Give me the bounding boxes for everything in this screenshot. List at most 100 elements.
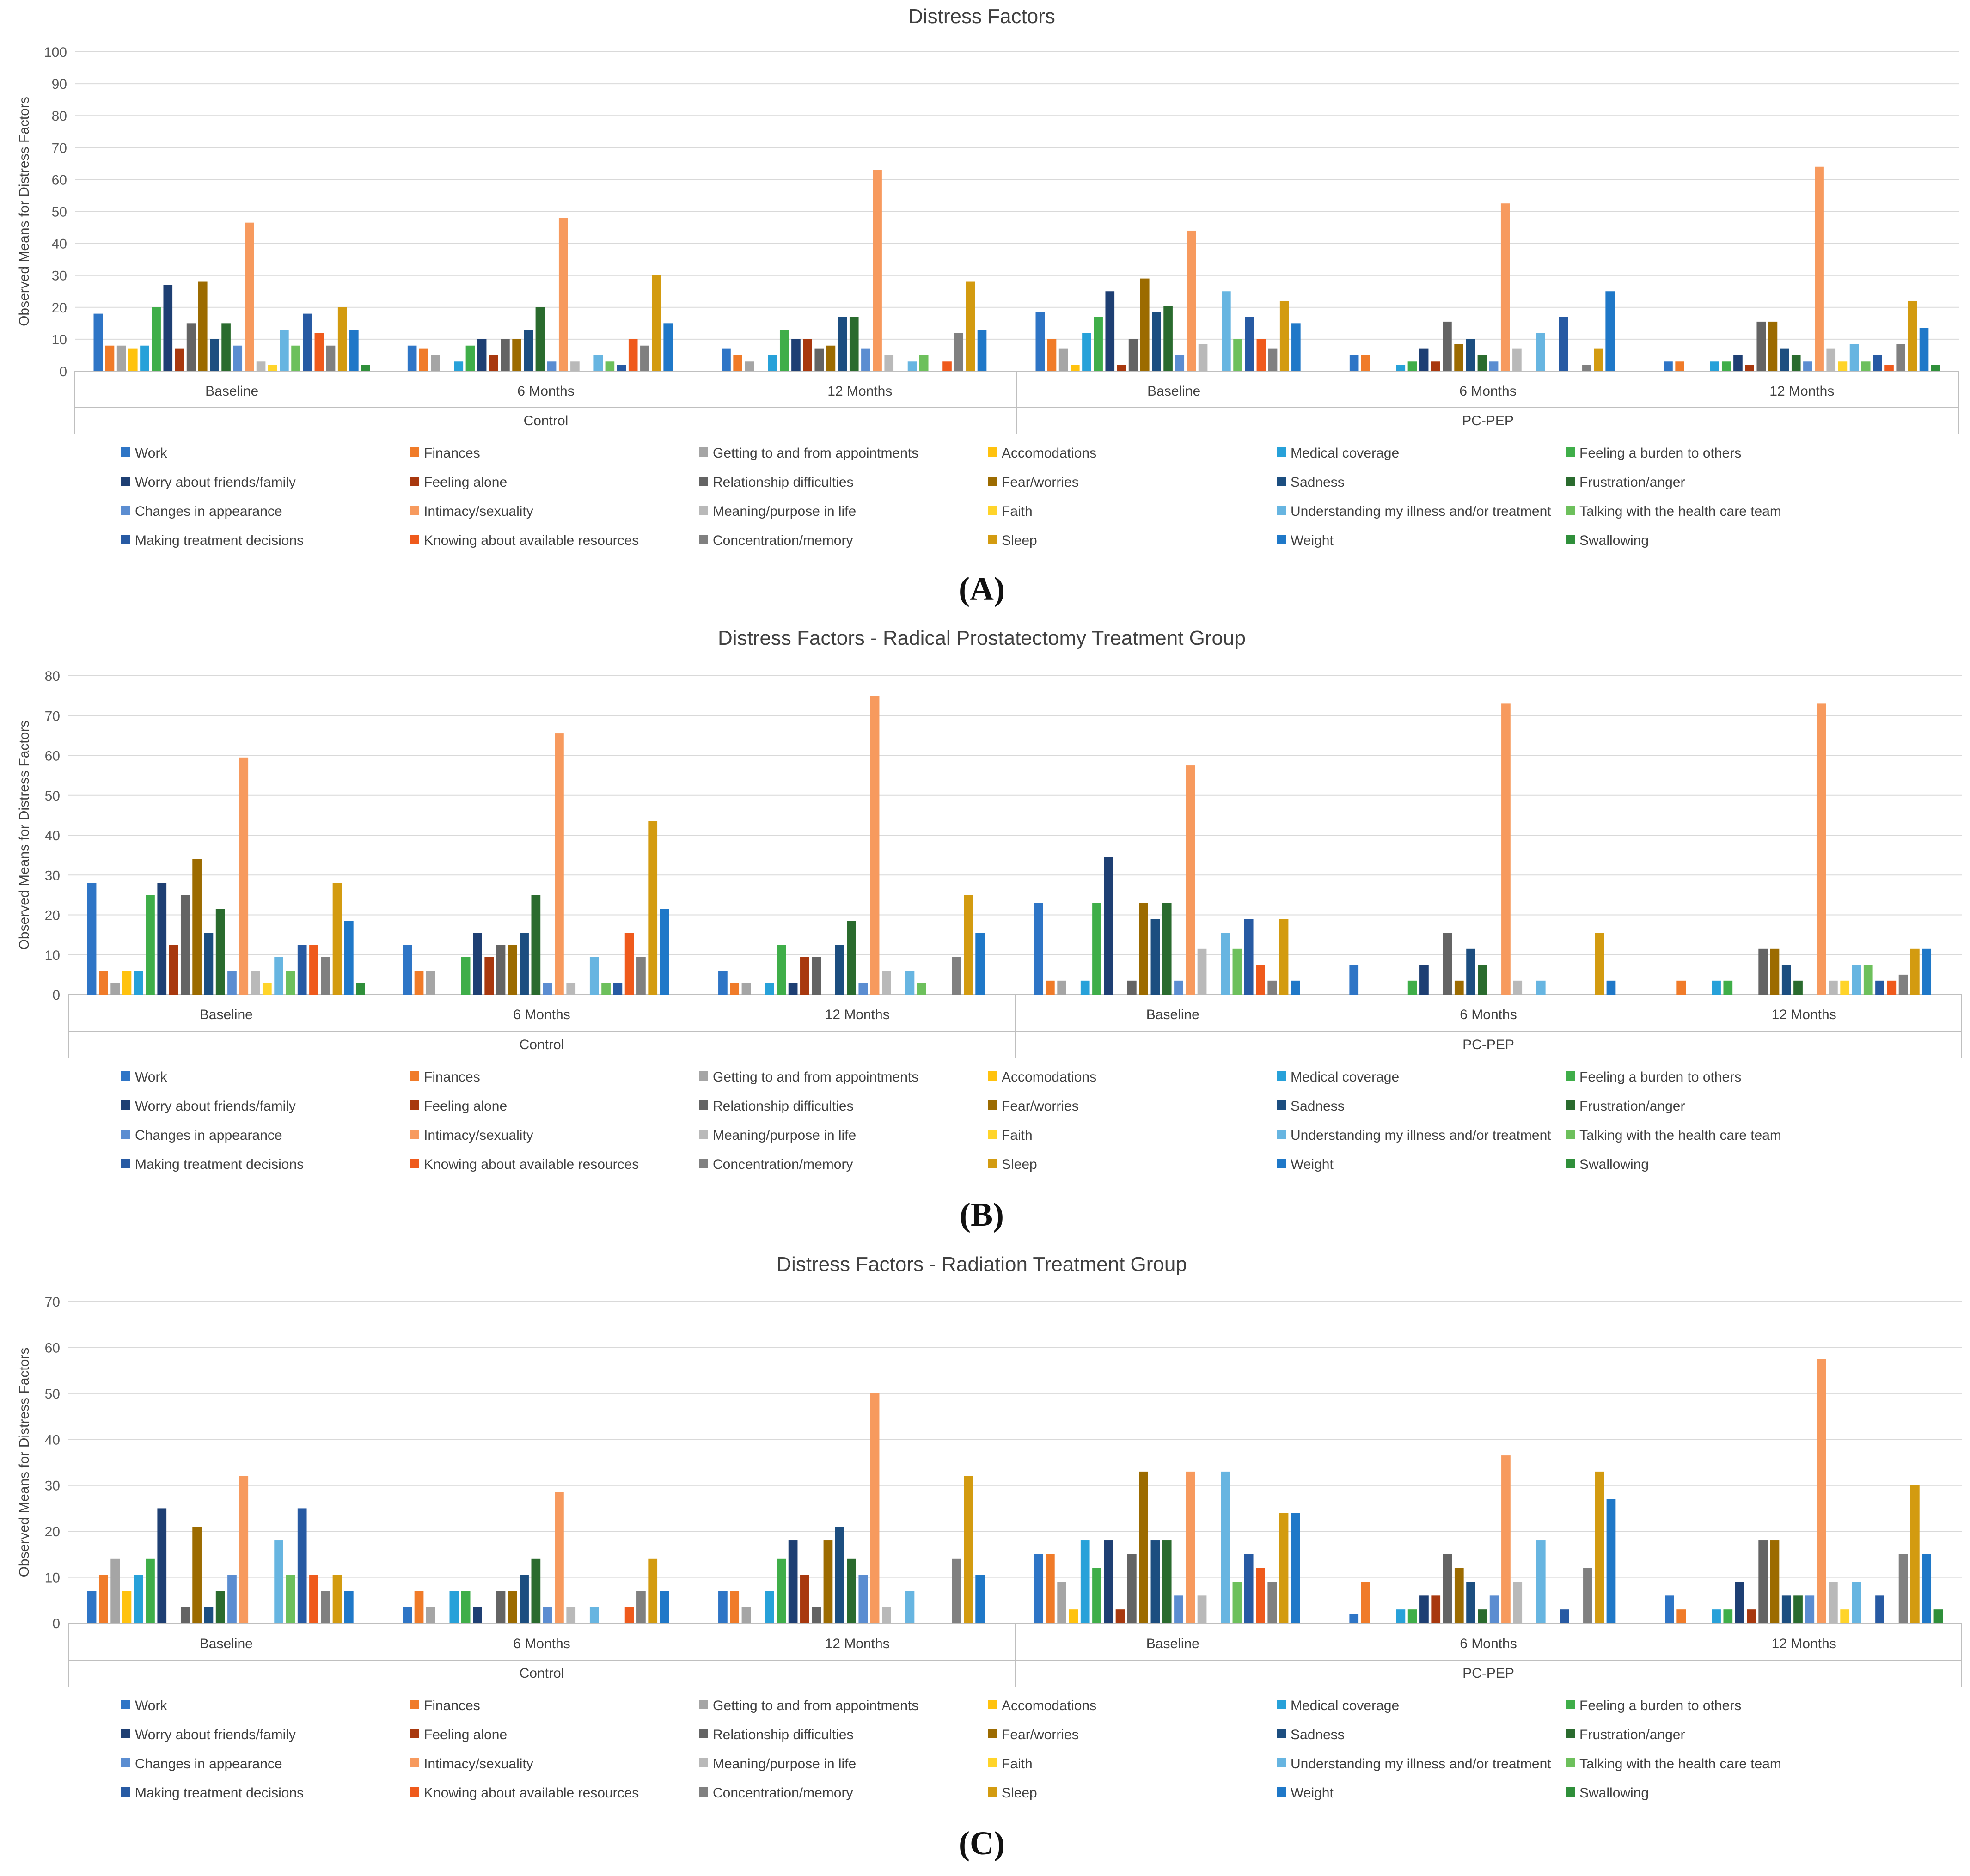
bar	[1035, 312, 1045, 371]
legend-swatch	[988, 1729, 997, 1738]
bar	[1150, 1540, 1160, 1623]
legend-label: Sadness	[1291, 475, 1345, 490]
bar	[1140, 278, 1150, 371]
bar	[1922, 948, 1932, 995]
bar	[812, 957, 821, 995]
bar	[779, 330, 789, 371]
bar	[1829, 980, 1838, 995]
bar	[454, 361, 464, 371]
bar	[1222, 291, 1231, 371]
legend-label: Weight	[1291, 533, 1334, 548]
legend-swatch	[121, 1729, 130, 1738]
x-category-label: 12 Months	[825, 1636, 890, 1651]
legend-label: Work	[135, 1698, 167, 1713]
legend-swatch	[121, 1758, 130, 1767]
legend-label: Making treatment decisions	[135, 1785, 304, 1801]
bar	[215, 909, 225, 995]
bar	[484, 957, 494, 995]
legend-swatch	[1277, 1700, 1286, 1709]
bar	[98, 1575, 108, 1623]
bar	[617, 365, 626, 371]
bar	[1244, 1554, 1254, 1623]
bar	[1279, 919, 1289, 995]
bar	[1606, 980, 1616, 995]
y-tick-label: 10	[45, 1570, 60, 1586]
bar	[861, 348, 870, 371]
bar	[1829, 1582, 1838, 1623]
legend-swatch	[121, 1700, 130, 1709]
bar	[1232, 948, 1242, 995]
legend-label: Concentration/memory	[713, 533, 853, 548]
legend-label: Meaning/purpose in life	[713, 1128, 856, 1143]
bar	[1676, 1609, 1686, 1623]
legend-label: Sadness	[1291, 1727, 1345, 1742]
bar	[1279, 300, 1289, 371]
bar	[966, 281, 975, 371]
legend-label: Knowing about available resources	[424, 1157, 639, 1172]
legend-swatch	[1277, 506, 1286, 515]
bar	[1838, 361, 1848, 371]
legend-label: Feeling alone	[424, 1099, 507, 1114]
bar	[1664, 361, 1673, 371]
bar	[1931, 365, 1940, 371]
bar	[977, 330, 987, 371]
bar	[858, 1575, 868, 1623]
bar	[180, 1607, 190, 1623]
bar	[1431, 1595, 1441, 1623]
bar	[169, 945, 178, 995]
legend-swatch	[699, 447, 708, 457]
legend-label: Feeling a burden to others	[1579, 446, 1741, 461]
bar	[349, 330, 359, 371]
x-category-label: Baseline	[1146, 1007, 1199, 1022]
x-category-label: 12 Months	[1772, 1007, 1836, 1022]
bar	[1665, 1595, 1674, 1623]
bar	[1279, 1513, 1289, 1623]
legend-swatch	[410, 535, 419, 544]
bar	[309, 1575, 318, 1623]
bar	[835, 945, 844, 995]
bar	[314, 333, 324, 371]
legend-swatch	[410, 1100, 419, 1110]
legend-swatch	[699, 1729, 708, 1738]
bar	[297, 1508, 307, 1623]
legend-label: Fear/worries	[1002, 1099, 1079, 1114]
legend-label: Talking with the health care team	[1579, 504, 1781, 519]
bar	[1852, 1582, 1861, 1623]
bar	[1187, 230, 1196, 371]
bar	[116, 345, 126, 371]
legend-swatch	[1566, 1758, 1575, 1767]
bar	[905, 971, 915, 995]
bar	[835, 1527, 844, 1623]
chart-title: Distress Factors	[908, 5, 1055, 28]
bar	[1419, 965, 1429, 995]
bar	[942, 361, 952, 371]
bar	[660, 1591, 669, 1623]
bar	[1152, 312, 1161, 371]
legend-label: Finances	[424, 1069, 480, 1085]
bar	[1478, 1609, 1487, 1623]
bar	[1489, 1595, 1499, 1623]
bar	[1512, 348, 1522, 371]
bar	[1221, 1471, 1230, 1623]
bar	[730, 1591, 740, 1623]
bar	[1594, 348, 1603, 371]
bar	[1104, 1540, 1113, 1623]
bar	[648, 821, 658, 995]
bar	[1034, 1554, 1043, 1623]
legend-swatch	[699, 1100, 708, 1110]
bar	[1361, 1582, 1370, 1623]
bar	[239, 1476, 249, 1623]
y-tick-label: 50	[52, 205, 67, 220]
bar	[566, 1607, 576, 1623]
bar	[1793, 1595, 1803, 1623]
bar	[1466, 1582, 1475, 1623]
bar	[1898, 1554, 1908, 1623]
bar	[321, 957, 330, 995]
x-category-label: 6 Months	[1460, 1007, 1517, 1022]
legend-label: Work	[135, 446, 167, 461]
bar	[332, 1575, 342, 1623]
bar	[1069, 1609, 1078, 1623]
legend-label: Relationship difficulties	[713, 1727, 854, 1742]
bar	[1045, 980, 1055, 995]
bar	[741, 983, 751, 995]
